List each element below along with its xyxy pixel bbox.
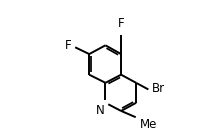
Text: Me: Me — [140, 118, 157, 131]
Text: N: N — [95, 104, 104, 117]
Text: F: F — [118, 17, 124, 30]
Text: Br: Br — [152, 82, 165, 95]
Text: F: F — [65, 39, 71, 52]
